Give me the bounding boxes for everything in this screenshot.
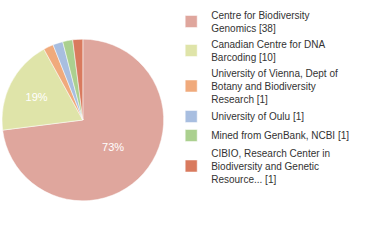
svg-text:19%: 19% (26, 91, 48, 103)
svg-text:Canadian Centre for DNABarcodi: Canadian Centre for DNABarcoding [10] (211, 39, 325, 63)
svg-text:Centre for BiodiversityGenomic: Centre for BiodiversityGenomics [38] (211, 10, 309, 34)
svg-text:University of Vienna, Dept ofB: University of Vienna, Dept ofBotany and … (211, 68, 338, 105)
svg-text:Mined from GenBank, NCBI [1]: Mined from GenBank, NCBI [1] (211, 130, 349, 141)
svg-text:CIBIO, Research Center inBiodi: CIBIO, Research Center inBiodiversity an… (211, 148, 330, 185)
svg-text:73%: 73% (102, 141, 124, 153)
svg-text:University of Oulu [1]: University of Oulu [1] (211, 111, 304, 122)
